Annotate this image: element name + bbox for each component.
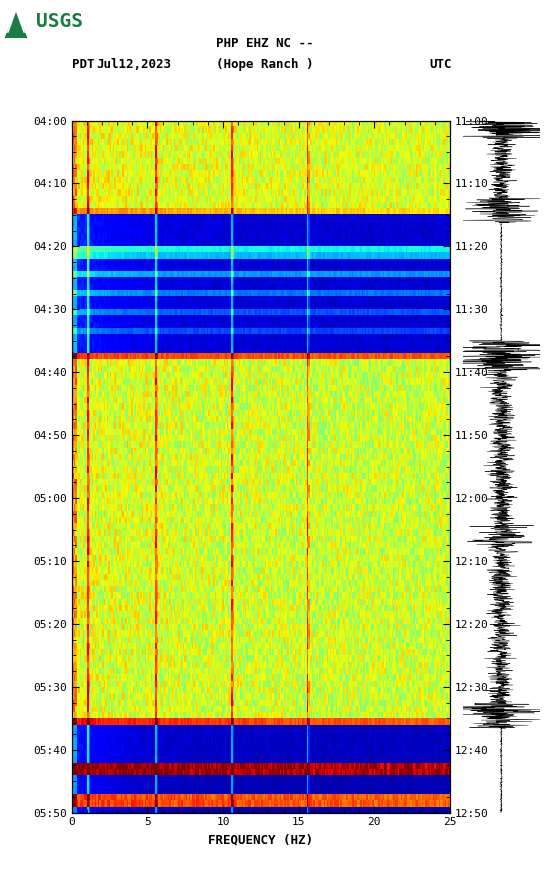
X-axis label: FREQUENCY (HZ): FREQUENCY (HZ) <box>208 833 314 846</box>
Text: PHP EHZ NC --: PHP EHZ NC -- <box>216 37 314 50</box>
Text: UTC: UTC <box>429 58 452 71</box>
Polygon shape <box>4 10 28 38</box>
Text: Jul12,2023: Jul12,2023 <box>97 58 172 71</box>
Text: (Hope Ranch ): (Hope Ranch ) <box>216 58 314 71</box>
Text: USGS: USGS <box>36 12 83 31</box>
Text: PDT: PDT <box>72 58 94 71</box>
